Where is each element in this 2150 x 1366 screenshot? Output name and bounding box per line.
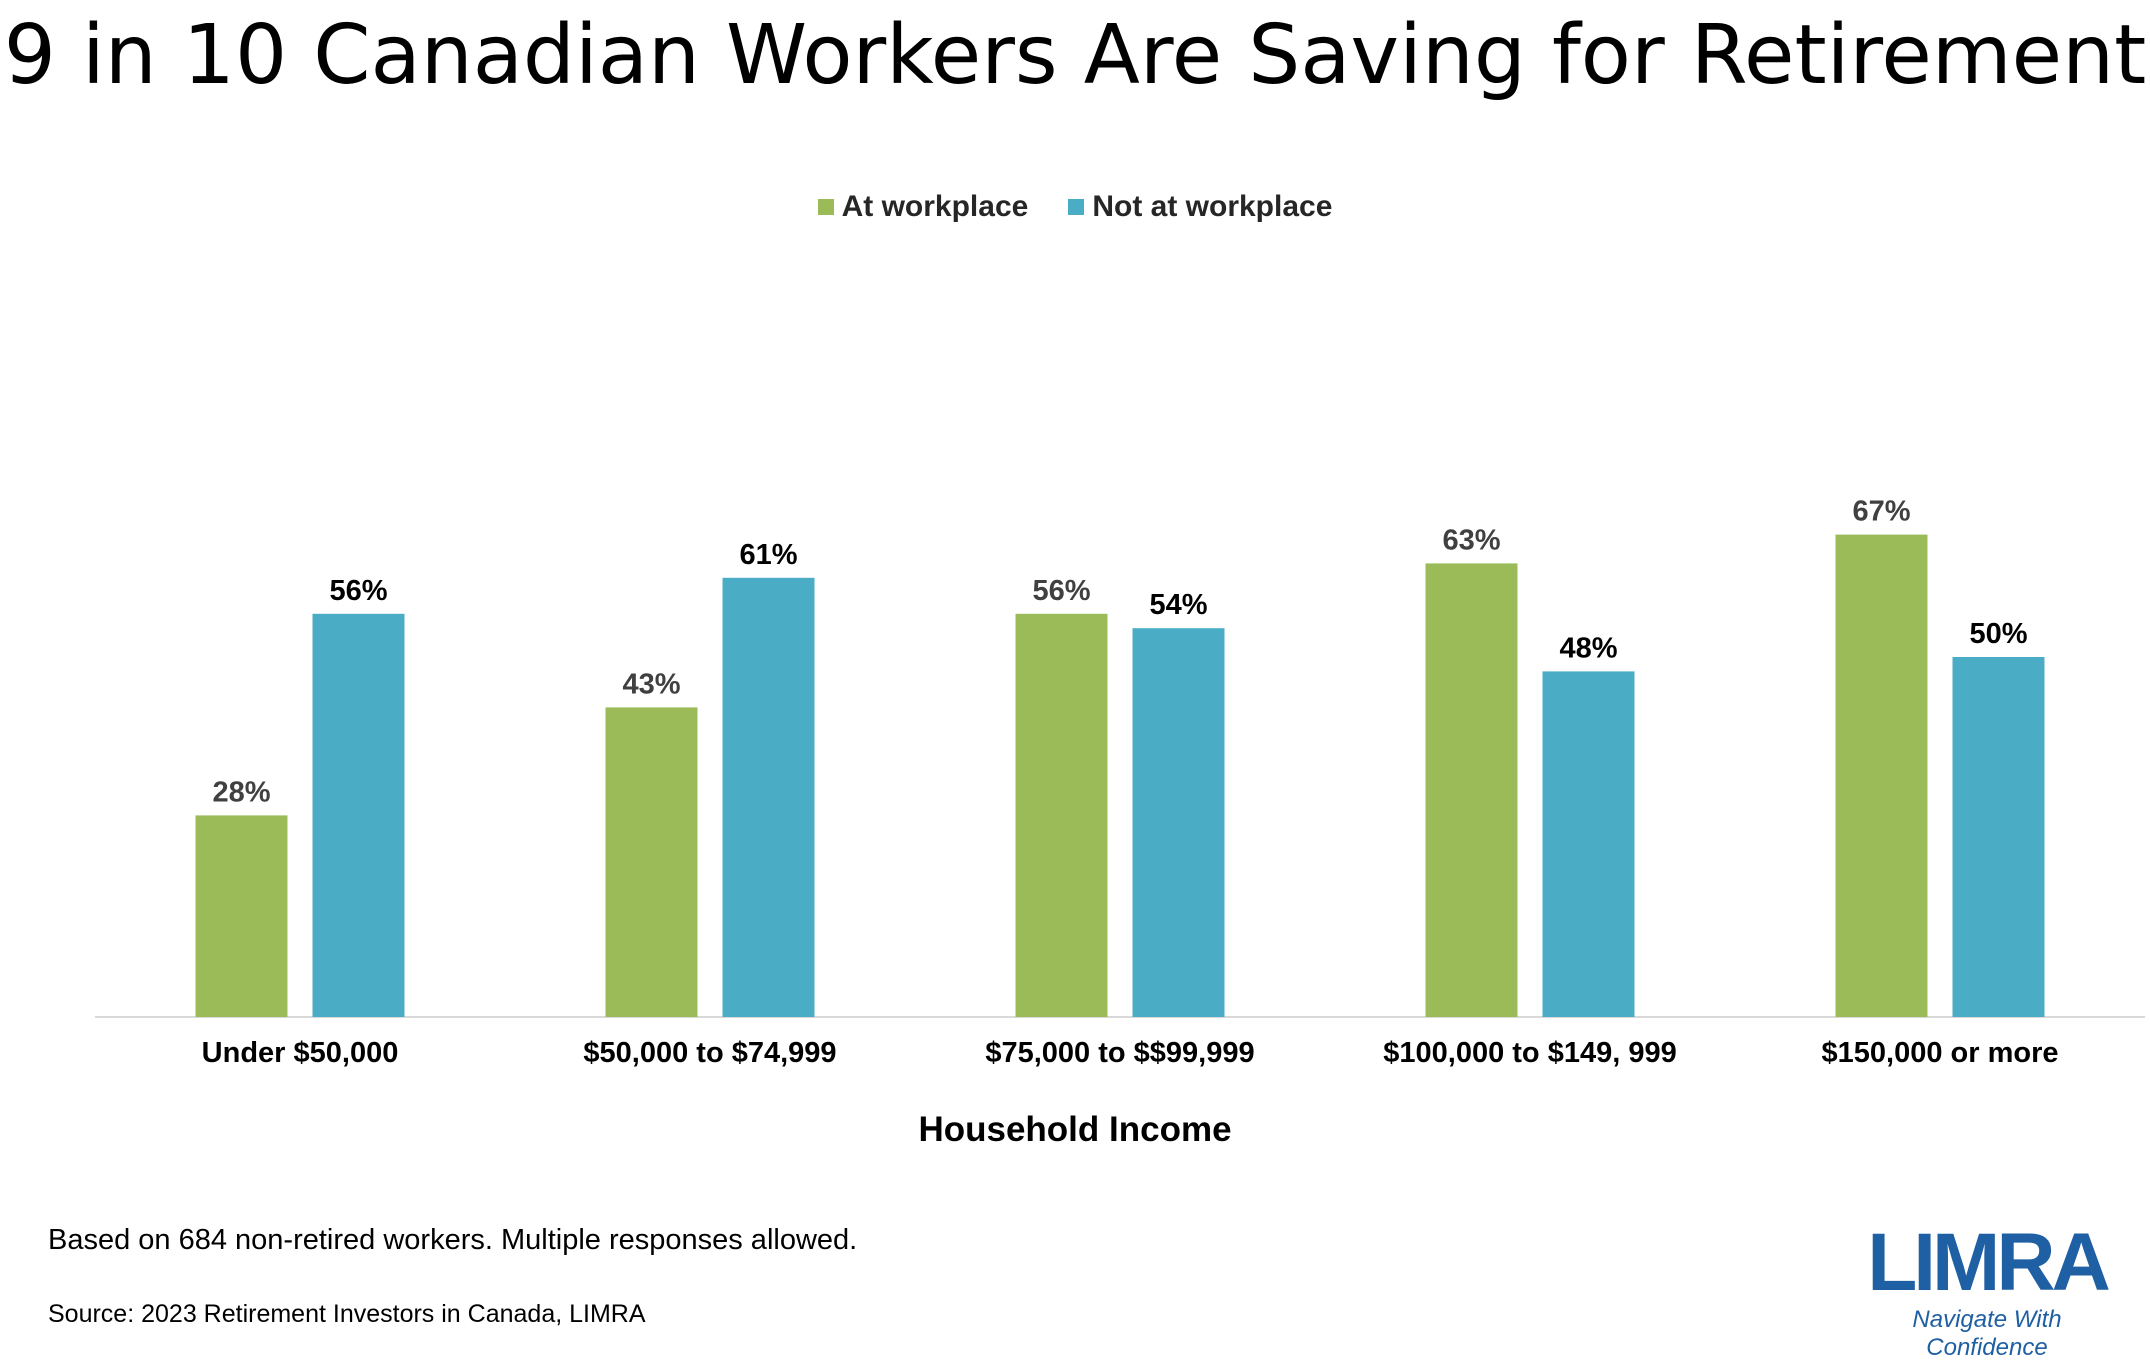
bar-at-workplace-2 <box>1015 613 1108 1017</box>
legend-item-not-at-workplace: Not at workplace <box>1068 190 1332 224</box>
legend-item-at-workplace: At workplace <box>817 190 1029 224</box>
footnote: Based on 684 non-retired workers. Multip… <box>48 1224 858 1256</box>
x-axis-title: Household Income <box>918 1110 1232 1149</box>
legend-swatch-not-at-workplace <box>1068 199 1085 215</box>
x-tick-label-0: Under $50,000 <box>202 1037 399 1069</box>
bar-at-workplace-0 <box>195 815 288 1017</box>
x-tick-label-1: $50,000 to $74,999 <box>583 1037 836 1069</box>
bar-not-at-workplace-3 <box>1542 671 1635 1017</box>
source-note: Source: 2023 Retirement Investors in Can… <box>48 1300 646 1328</box>
bar-at-workplace-3 <box>1425 563 1518 1017</box>
logo-wordmark: LIMRA <box>1867 1217 2111 1308</box>
logo-tagline: Navigate With Confidence <box>1912 1306 2062 1361</box>
data-label-not-at-workplace-0: 56% <box>329 575 387 607</box>
data-label-not-at-workplace-2: 54% <box>1149 589 1207 621</box>
bar-not-at-workplace-2 <box>1132 628 1225 1017</box>
bar-not-at-workplace-1 <box>722 577 815 1017</box>
legend-label-at-workplace: At workplace <box>841 190 1029 223</box>
x-tick-label-4: $150,000 or more <box>1822 1037 2059 1069</box>
data-label-not-at-workplace-4: 50% <box>1969 618 2027 650</box>
bar-at-workplace-4 <box>1835 534 1928 1017</box>
data-label-at-workplace-0: 28% <box>212 776 270 808</box>
x-tick-label-3: $100,000 to $149, 999 <box>1383 1037 1676 1069</box>
data-label-not-at-workplace-1: 61% <box>739 539 797 571</box>
legend-label-not-at-workplace: Not at workplace <box>1092 190 1333 223</box>
legend: At workplace Not at workplace <box>0 190 2150 224</box>
data-label-at-workplace-2: 56% <box>1032 575 1090 607</box>
bar-at-workplace-1 <box>605 707 698 1017</box>
bar-not-at-workplace-4 <box>1952 657 2045 1017</box>
data-label-at-workplace-1: 43% <box>622 668 680 700</box>
legend-swatch-at-workplace <box>817 199 834 215</box>
data-label-not-at-workplace-3: 48% <box>1559 632 1617 664</box>
bar-not-at-workplace-0 <box>312 613 405 1017</box>
x-tick-label-2: $75,000 to $$99,999 <box>985 1037 1254 1069</box>
data-label-at-workplace-3: 63% <box>1442 524 1500 556</box>
limra-logo: LIMRA Navigate With Confidence <box>1852 1222 2122 1362</box>
chart-title: 9 in 10 Canadian Workers Are Saving for … <box>3 8 2147 103</box>
data-label-at-workplace-4: 67% <box>1852 496 1910 528</box>
